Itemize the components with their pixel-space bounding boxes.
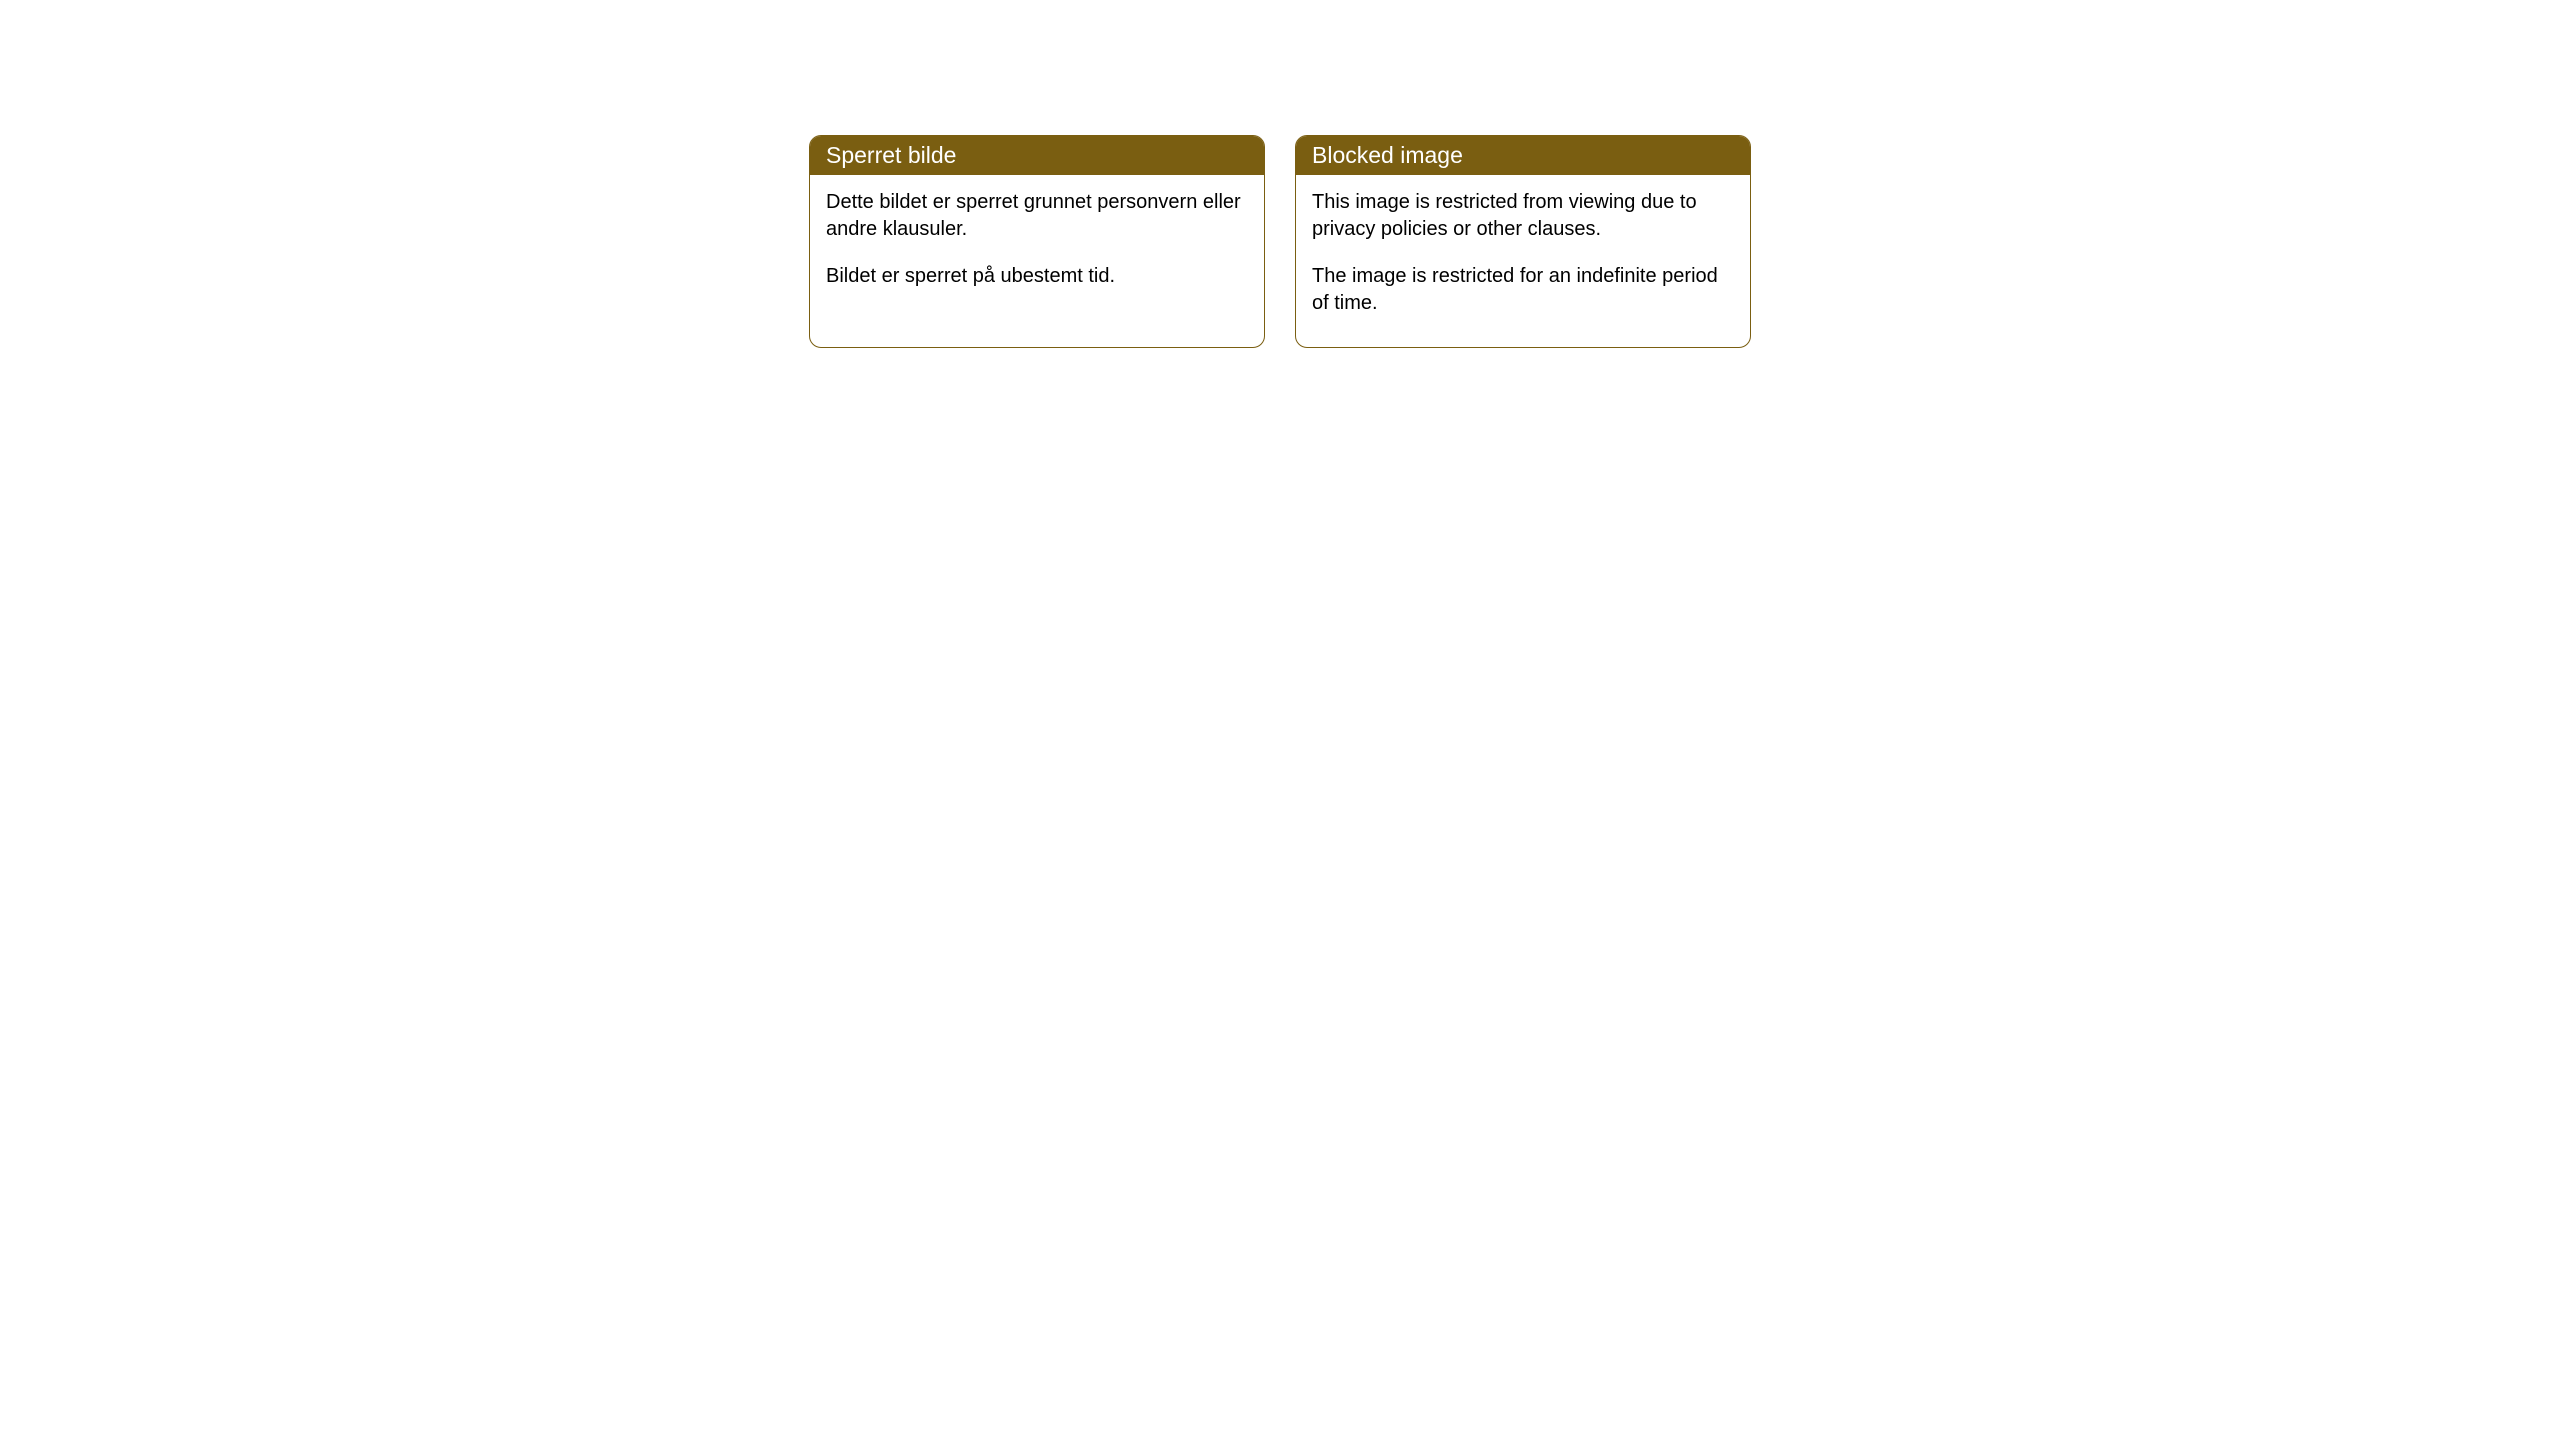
notice-paragraph-2: Bildet er sperret på ubestemt tid. xyxy=(826,263,1248,290)
notice-paragraph-1: Dette bildet er sperret grunnet personve… xyxy=(826,189,1248,243)
blocked-image-notice-norwegian: Sperret bilde Dette bildet er sperret gr… xyxy=(809,135,1265,348)
blocked-image-notice-english: Blocked image This image is restricted f… xyxy=(1295,135,1751,348)
notice-body: Dette bildet er sperret grunnet personve… xyxy=(810,175,1264,320)
notice-paragraph-2: The image is restricted for an indefinit… xyxy=(1312,263,1734,317)
notice-title: Blocked image xyxy=(1296,136,1750,175)
notice-body: This image is restricted from viewing du… xyxy=(1296,175,1750,347)
notice-paragraph-1: This image is restricted from viewing du… xyxy=(1312,189,1734,243)
notice-title: Sperret bilde xyxy=(810,136,1264,175)
